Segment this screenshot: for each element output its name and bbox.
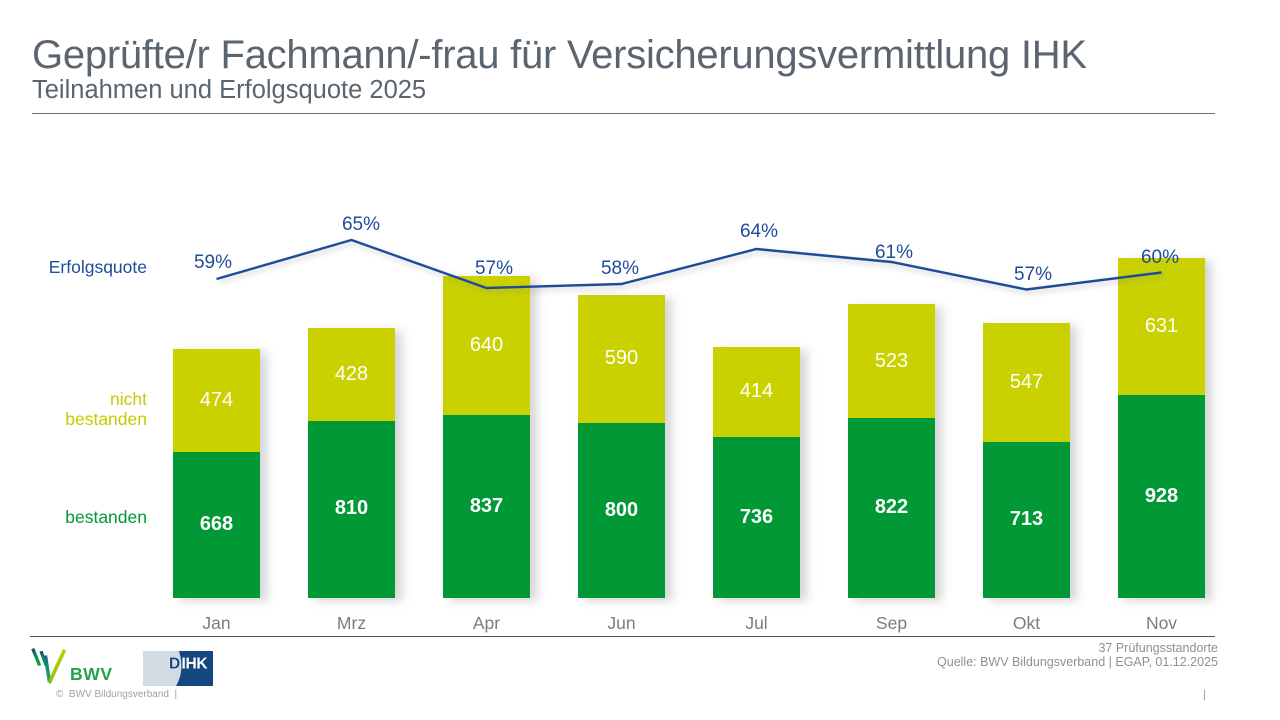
svg-text:IHK: IHK: [182, 656, 209, 673]
svg-text:D: D: [169, 656, 180, 673]
